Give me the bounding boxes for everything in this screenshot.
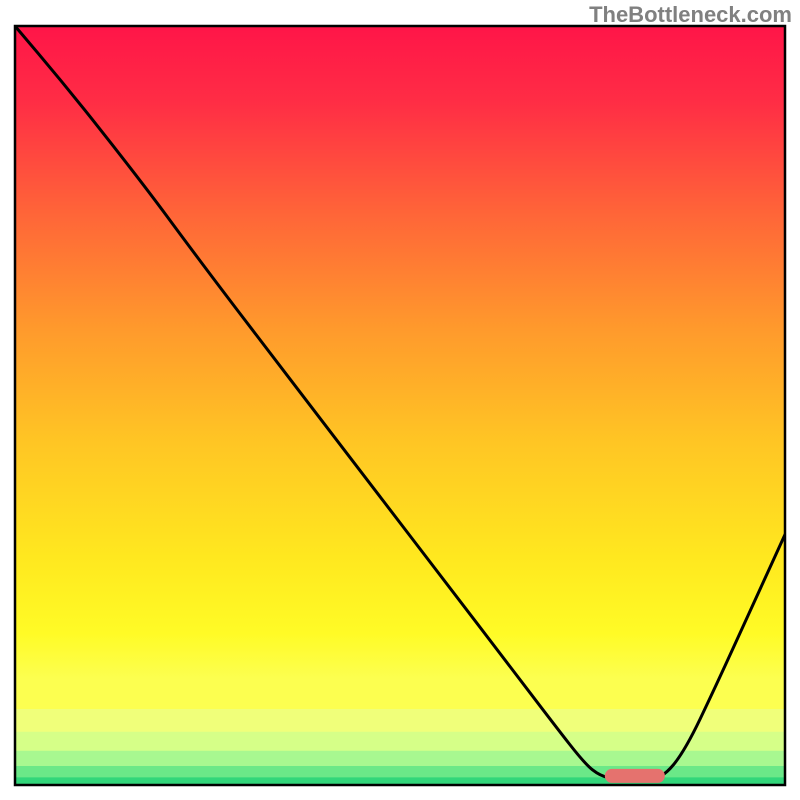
chart-container: TheBottleneck.com [0, 0, 800, 800]
bottom-band-2 [15, 732, 785, 751]
optimum-marker [605, 769, 665, 783]
bottom-band-0 [15, 679, 785, 709]
chart-svg [0, 0, 800, 800]
bottom-band-3 [15, 751, 785, 766]
bottom-band-1 [15, 709, 785, 732]
gradient-background [15, 26, 785, 785]
